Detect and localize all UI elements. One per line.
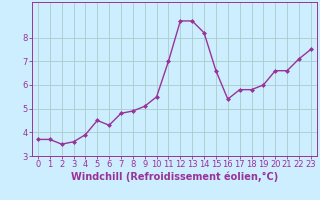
- X-axis label: Windchill (Refroidissement éolien,°C): Windchill (Refroidissement éolien,°C): [71, 172, 278, 182]
